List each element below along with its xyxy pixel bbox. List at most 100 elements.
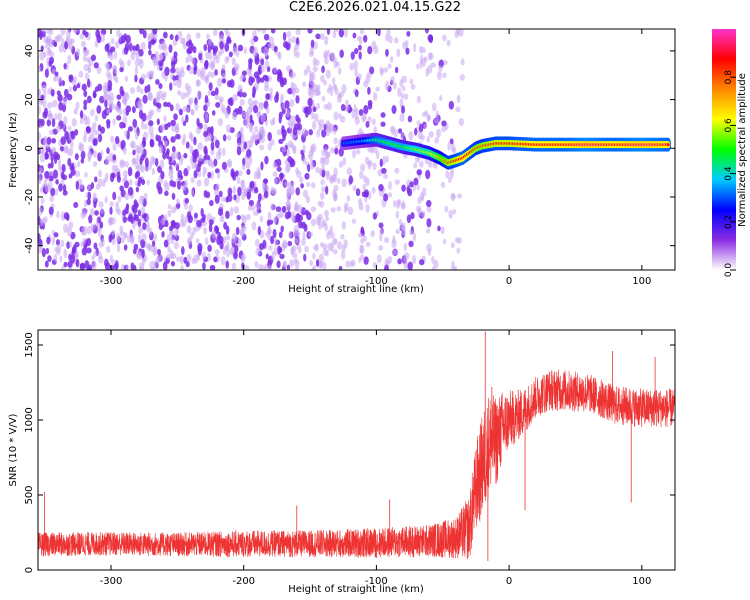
spectrogram-noise-speckle bbox=[209, 264, 216, 270]
spectrogram-noise-speckle bbox=[250, 135, 256, 144]
spectrogram-noise-speckle bbox=[292, 88, 296, 98]
spectrogram-noise-speckle bbox=[196, 68, 201, 78]
spectrogram-noise-speckle bbox=[416, 184, 420, 191]
spectrogram-noise-speckle bbox=[355, 149, 361, 155]
spectrogram-noise-speckle bbox=[276, 166, 282, 172]
spectrogram-noise-speckle bbox=[311, 120, 317, 131]
spectrogram-noise-speckle bbox=[291, 215, 296, 224]
spectrogram-noise-speckle bbox=[359, 254, 365, 261]
spectrogram-noise-speckle bbox=[77, 160, 81, 168]
spectrogram-noise-speckle bbox=[225, 260, 229, 269]
spectrogram-noise-speckle bbox=[285, 109, 290, 118]
spectrogram-noise-speckle bbox=[95, 29, 101, 39]
spectrogram-noise-speckle bbox=[372, 162, 377, 171]
spectrogram-noise-speckle bbox=[206, 33, 211, 40]
spectrogram-noise-speckle bbox=[174, 228, 178, 238]
spectrogram-noise-speckle bbox=[68, 173, 73, 179]
spectrogram-noise-speckle bbox=[176, 151, 180, 160]
spectrogram-noise-speckle bbox=[129, 87, 136, 94]
spectrogram-noise-speckle bbox=[87, 150, 92, 160]
spectrogram-noise-speckle bbox=[407, 261, 413, 270]
spectrogram-noise-speckle bbox=[403, 254, 408, 265]
spectrogram-noise-speckle bbox=[40, 197, 45, 205]
spectrogram-noise-speckle bbox=[357, 73, 362, 81]
spectrogram-noise-speckle bbox=[121, 95, 126, 104]
spectrogram-noise-speckle bbox=[411, 255, 417, 265]
spectrogram-noise-speckle bbox=[159, 159, 165, 169]
spectrogram-noise-speckle bbox=[436, 128, 441, 138]
spectrogram-noise-speckle bbox=[309, 70, 314, 80]
spectrogram-noise-speckle bbox=[101, 237, 105, 247]
spectrogram-noise-speckle bbox=[56, 210, 60, 219]
spectrogram-noise-speckle bbox=[416, 63, 420, 70]
spectrogram-noise-speckle bbox=[373, 91, 378, 101]
spectrogram-noise-speckle bbox=[58, 44, 64, 53]
spectrogram-noise-speckle bbox=[328, 83, 332, 91]
spectrogram-noise-speckle bbox=[125, 110, 129, 116]
spectrogram-noise-speckle bbox=[354, 116, 360, 125]
spectrogram-noise-speckle bbox=[130, 140, 136, 149]
spectrogram-noise-speckle bbox=[400, 92, 405, 100]
spectrogram-noise-speckle bbox=[131, 45, 138, 51]
spectrogram-noise-speckle bbox=[188, 55, 193, 62]
spectrogram-noise-speckle bbox=[226, 80, 232, 88]
spectrogram-noise-speckle bbox=[216, 150, 222, 160]
spectrogram-noise-speckle bbox=[119, 160, 125, 169]
spectrogram-noise-speckle bbox=[197, 142, 203, 151]
spectrogram-noise-speckle bbox=[341, 221, 347, 230]
spectrogram-noise-speckle bbox=[122, 122, 126, 129]
spectrogram-noise-speckle bbox=[226, 56, 230, 62]
spectrogram-noise-speckle bbox=[241, 92, 247, 98]
spectrogram-noise-speckle bbox=[259, 136, 266, 144]
spectrogram-noise-speckle bbox=[447, 141, 451, 152]
spectrogram-noise-speckle bbox=[119, 185, 124, 192]
spectrogram-noise-speckle bbox=[324, 147, 328, 156]
spectrogram-noise-speckle bbox=[221, 78, 227, 84]
spectrogram-noise-speckle bbox=[253, 35, 259, 43]
spectrogram-noise-speckle bbox=[316, 90, 321, 96]
spectrogram-noise-speckle bbox=[111, 238, 116, 246]
spectrogram-noise-speckle bbox=[249, 103, 253, 113]
spectrogram-noise-speckle bbox=[64, 130, 70, 140]
spectrogram-noise-speckle bbox=[76, 83, 81, 89]
spectrogram-noise-speckle bbox=[282, 241, 288, 249]
spectrogram-noise-speckle bbox=[97, 228, 102, 238]
spectrogram-noise-speckle bbox=[62, 184, 67, 193]
spectrogram-noise-speckle bbox=[73, 29, 79, 33]
spectrogram-noise-speckle bbox=[75, 258, 80, 268]
spectrogram-noise-speckle bbox=[321, 169, 326, 178]
spectrogram-noise-speckle bbox=[105, 155, 110, 166]
spectrogram-noise-speckle bbox=[93, 62, 99, 69]
spectrogram-noise-speckle bbox=[51, 236, 56, 246]
spectrogram-noise-speckle bbox=[278, 231, 283, 239]
spectrogram-noise-speckle bbox=[83, 90, 88, 98]
spectrogram-noise-speckle bbox=[237, 237, 242, 248]
spectrogram-noise-speckle bbox=[152, 56, 157, 64]
spectrogram-noise-speckle bbox=[193, 212, 198, 219]
spectrogram-noise-speckle bbox=[233, 194, 237, 201]
spectrogram-noise-speckle bbox=[291, 144, 296, 154]
spectrogram-noise-speckle bbox=[205, 237, 209, 246]
spectrogram-noise-speckle bbox=[257, 193, 262, 202]
spectrogram-noise-speckle bbox=[219, 41, 224, 50]
spectrogram-noise-speckle bbox=[455, 106, 461, 113]
spectrogram-noise-speckle bbox=[139, 142, 144, 149]
spectrogram-noise-speckle bbox=[315, 33, 321, 40]
spectrogram-noise-speckle bbox=[78, 70, 84, 78]
spectrogram-noise-speckle bbox=[44, 260, 49, 268]
spectrogram-noise-speckle bbox=[204, 112, 209, 122]
spectrogram-noise-speckle bbox=[38, 207, 43, 216]
spectrogram-noise-speckle bbox=[394, 66, 399, 74]
spectrogram-noise-speckle bbox=[343, 29, 348, 38]
spectrogram-noise-speckle bbox=[441, 125, 447, 133]
spectrogram-noise-speckle bbox=[139, 60, 144, 69]
spectrogram-noise-speckle bbox=[119, 225, 124, 234]
snr-y-ticks: 0 500 1000 1500 bbox=[24, 332, 675, 573]
spectrogram-noise-speckle bbox=[48, 175, 54, 182]
spectrogram-noise-speckle bbox=[221, 196, 227, 202]
spectrogram-noise-speckle bbox=[278, 111, 283, 119]
spectrogram-noise-speckle bbox=[85, 126, 92, 134]
spectrogram-noise-speckle bbox=[456, 29, 461, 36]
spectrogram-noise-speckle bbox=[413, 162, 418, 169]
spectrogram-noise-speckle bbox=[259, 77, 265, 83]
